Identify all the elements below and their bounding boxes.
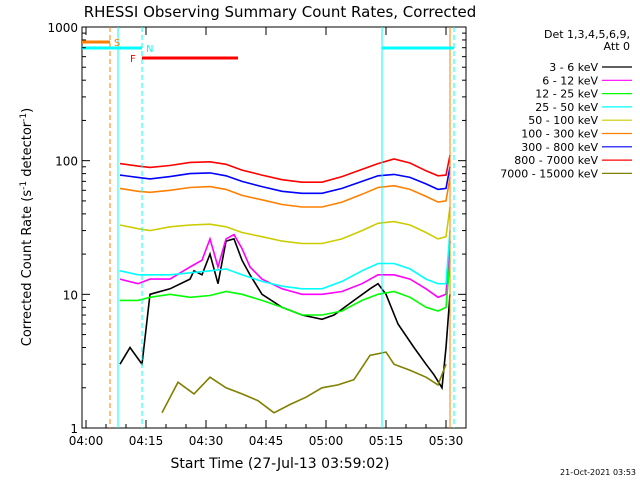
y-tick-label-1: 10: [63, 288, 78, 302]
legend-label-3-6-kev: 3 - 6 keV: [549, 61, 598, 74]
annotation-label-f: F: [130, 54, 136, 65]
series-line-7000-15000-kev: [161, 351, 447, 414]
series-layer: [119, 154, 451, 414]
tick-layer: 04:00 04:15 04:30 04:45 05:00 05:15 05:30 1 10 10…: [47, 21, 467, 448]
x-tick-label-6: 05:30: [429, 434, 464, 448]
series-line-25-50-kev: [119, 230, 451, 290]
y-tick-label-3: 1000: [47, 21, 78, 35]
y-axis-label: Corrected Count Rate (s-1 detector-1): [19, 108, 35, 346]
y-axis-label-main: Corrected Count Rate (s: [20, 190, 35, 347]
chart-title: RHESSI Observing Summary Count Rates, Co…: [84, 3, 477, 21]
x-tick-label-1: 04:15: [129, 434, 164, 448]
y-axis-label-sup2: -1: [19, 113, 29, 122]
legend-label-7000-15000-kev: 7000 - 15000 keV: [500, 167, 598, 180]
y-axis-label-mid: detector: [20, 121, 35, 181]
series-line-300-800-kev: [119, 166, 451, 195]
y-axis-label-sup1: -1: [19, 181, 29, 190]
legend-label-6-12-kev: 6 - 12 keV: [542, 74, 598, 87]
x-tick-label-3: 04:45: [249, 434, 284, 448]
plot-frame: [81, 26, 467, 429]
series-line-12-25-kev: [120, 260, 451, 316]
y-tick-label-2: 100: [55, 155, 78, 169]
legend-header-1: Att 0: [604, 40, 630, 53]
series-line-6-12-kev: [119, 233, 451, 299]
legend-label-800-7000-kev: 800 - 7000 keV: [514, 154, 598, 167]
x-tick-label-2: 04:30: [189, 434, 224, 448]
x-axis-label: Start Time (27-Jul-13 03:59:02): [170, 456, 389, 472]
legend-label-50-100-kev: 50 - 100 keV: [528, 114, 598, 127]
x-tick-label-4: 05:00: [309, 434, 344, 448]
legend-label-12-25-kev: 12 - 25 keV: [535, 88, 598, 101]
vline-layer: [109, 27, 455, 428]
legend-header-0: Det 1,3,4,5,6,9,: [544, 28, 630, 41]
y-tick-label-0: 1: [70, 422, 78, 436]
x-tick-label-0: 04:00: [69, 434, 104, 448]
legend-label-100-300-kev: 100 - 300 keV: [521, 128, 598, 141]
series-line-100-300-kev: [119, 177, 451, 208]
annotation-label-s: S: [114, 38, 120, 49]
series-line-50-100-kev: [119, 206, 451, 245]
legend-label-300-800-kev: 300 - 800 keV: [521, 141, 598, 154]
annotation-layer: S NF: [82, 38, 454, 65]
x-tick-label-5: 05:15: [369, 434, 404, 448]
legend-label-25-50-kev: 25 - 50 keV: [535, 101, 598, 114]
footer-date: 21-Oct-2021 03:53: [560, 468, 636, 477]
series-line-3-6-kev: [119, 237, 451, 391]
series-line-800-7000-kev: [119, 154, 451, 183]
annotation-label-n: N: [146, 44, 153, 55]
y-axis-label-end: ): [20, 108, 35, 113]
